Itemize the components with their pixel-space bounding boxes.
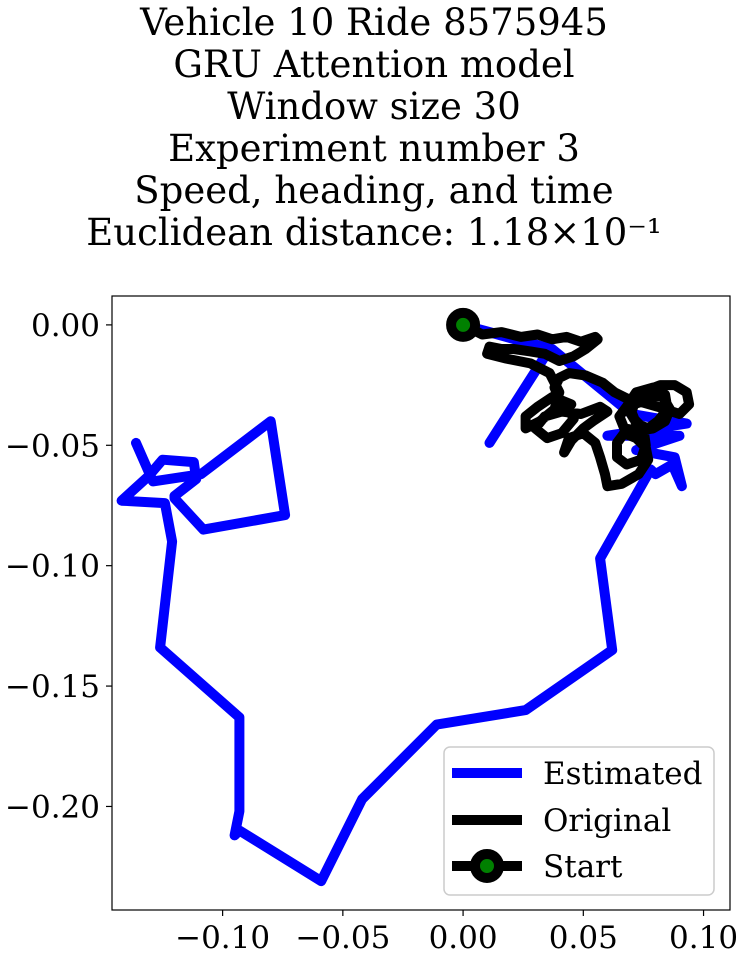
- x-tick-label: 0.10: [669, 920, 738, 956]
- title-line-6: Euclidean distance: 1.18×10⁻¹: [86, 211, 662, 254]
- series-line-original: [458, 319, 695, 492]
- chart-title: Vehicle 10 Ride 8575945 GRU Attention mo…: [0, 2, 748, 254]
- y-tick-label: −0.05: [5, 428, 100, 464]
- legend-start-marker: [470, 849, 504, 883]
- start-marker: [446, 307, 481, 342]
- y-tick-label: −0.20: [5, 789, 100, 825]
- title-line-5: Speed, heading, and time: [134, 169, 614, 212]
- title-line-1: Vehicle 10 Ride 8575945: [140, 1, 608, 44]
- legend-label-start: Start: [543, 849, 623, 885]
- legend-box: [443, 746, 715, 896]
- y-tick-label: 0.00: [31, 308, 100, 344]
- x-tick-label: 0.05: [549, 920, 618, 956]
- axes-frame: [111, 295, 731, 911]
- series-group: [116, 307, 695, 887]
- legend-label-original: Original: [543, 803, 671, 839]
- x-tick-label: −0.05: [295, 920, 390, 956]
- y-tick-label: −0.15: [5, 669, 100, 705]
- x-tick-label: 0.00: [429, 920, 498, 956]
- y-tick-label: −0.10: [5, 549, 100, 585]
- title-line-4: Experiment number 3: [168, 127, 580, 170]
- title-line-3: Window size 30: [227, 85, 521, 128]
- legend: Estimated Original Start: [443, 746, 715, 896]
- legend-label-estimated: Estimated: [543, 756, 702, 792]
- title-line-2: GRU Attention model: [173, 43, 575, 86]
- x-tick-label: −0.10: [175, 920, 270, 956]
